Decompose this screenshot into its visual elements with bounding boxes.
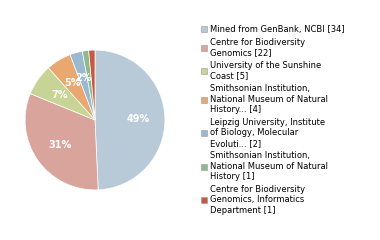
Wedge shape xyxy=(95,50,165,190)
Wedge shape xyxy=(25,94,98,190)
Wedge shape xyxy=(82,50,95,120)
Text: 5%: 5% xyxy=(64,78,81,88)
Legend: Mined from GenBank, NCBI [34], Centre for Biodiversity
Genomics [22], University: Mined from GenBank, NCBI [34], Centre fo… xyxy=(201,25,345,215)
Text: 2%: 2% xyxy=(75,73,92,83)
Wedge shape xyxy=(89,50,95,120)
Wedge shape xyxy=(49,55,95,120)
Wedge shape xyxy=(30,68,95,120)
Text: 31%: 31% xyxy=(48,140,71,150)
Text: 49%: 49% xyxy=(127,114,150,124)
Wedge shape xyxy=(70,51,95,120)
Text: 7%: 7% xyxy=(51,90,68,100)
